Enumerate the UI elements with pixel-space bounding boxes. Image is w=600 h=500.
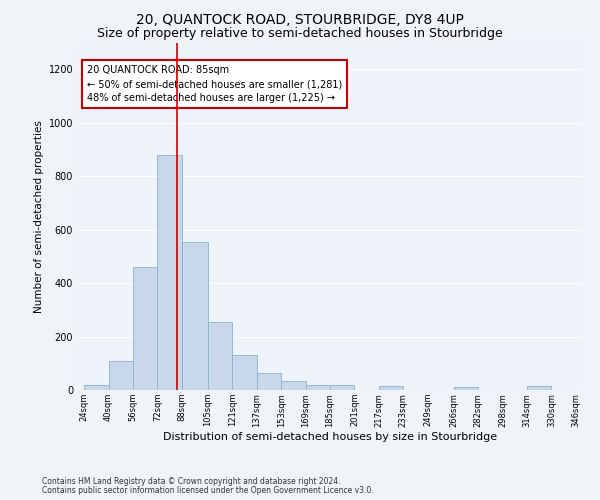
Bar — [84, 384, 109, 390]
X-axis label: Distribution of semi-detached houses by size in Stourbridge: Distribution of semi-detached houses by … — [163, 432, 497, 442]
Bar — [305, 384, 330, 390]
Bar — [281, 380, 305, 390]
Bar — [232, 355, 257, 390]
Bar — [182, 242, 208, 390]
Text: 20, QUANTOCK ROAD, STOURBRIDGE, DY8 4UP: 20, QUANTOCK ROAD, STOURBRIDGE, DY8 4UP — [136, 12, 464, 26]
Y-axis label: Number of semi-detached properties: Number of semi-detached properties — [34, 120, 44, 312]
Text: Contains public sector information licensed under the Open Government Licence v3: Contains public sector information licen… — [42, 486, 374, 495]
Bar — [257, 372, 281, 390]
Bar — [208, 322, 232, 390]
Text: Size of property relative to semi-detached houses in Stourbridge: Size of property relative to semi-detach… — [97, 28, 503, 40]
Bar — [330, 384, 355, 390]
Bar — [454, 388, 478, 390]
Bar — [157, 155, 182, 390]
Bar — [133, 267, 157, 390]
Text: Contains HM Land Registry data © Crown copyright and database right 2024.: Contains HM Land Registry data © Crown c… — [42, 477, 341, 486]
Bar — [379, 386, 403, 390]
Bar — [527, 386, 551, 390]
Bar — [109, 360, 133, 390]
Text: 20 QUANTOCK ROAD: 85sqm
← 50% of semi-detached houses are smaller (1,281)
48% of: 20 QUANTOCK ROAD: 85sqm ← 50% of semi-de… — [87, 65, 343, 103]
